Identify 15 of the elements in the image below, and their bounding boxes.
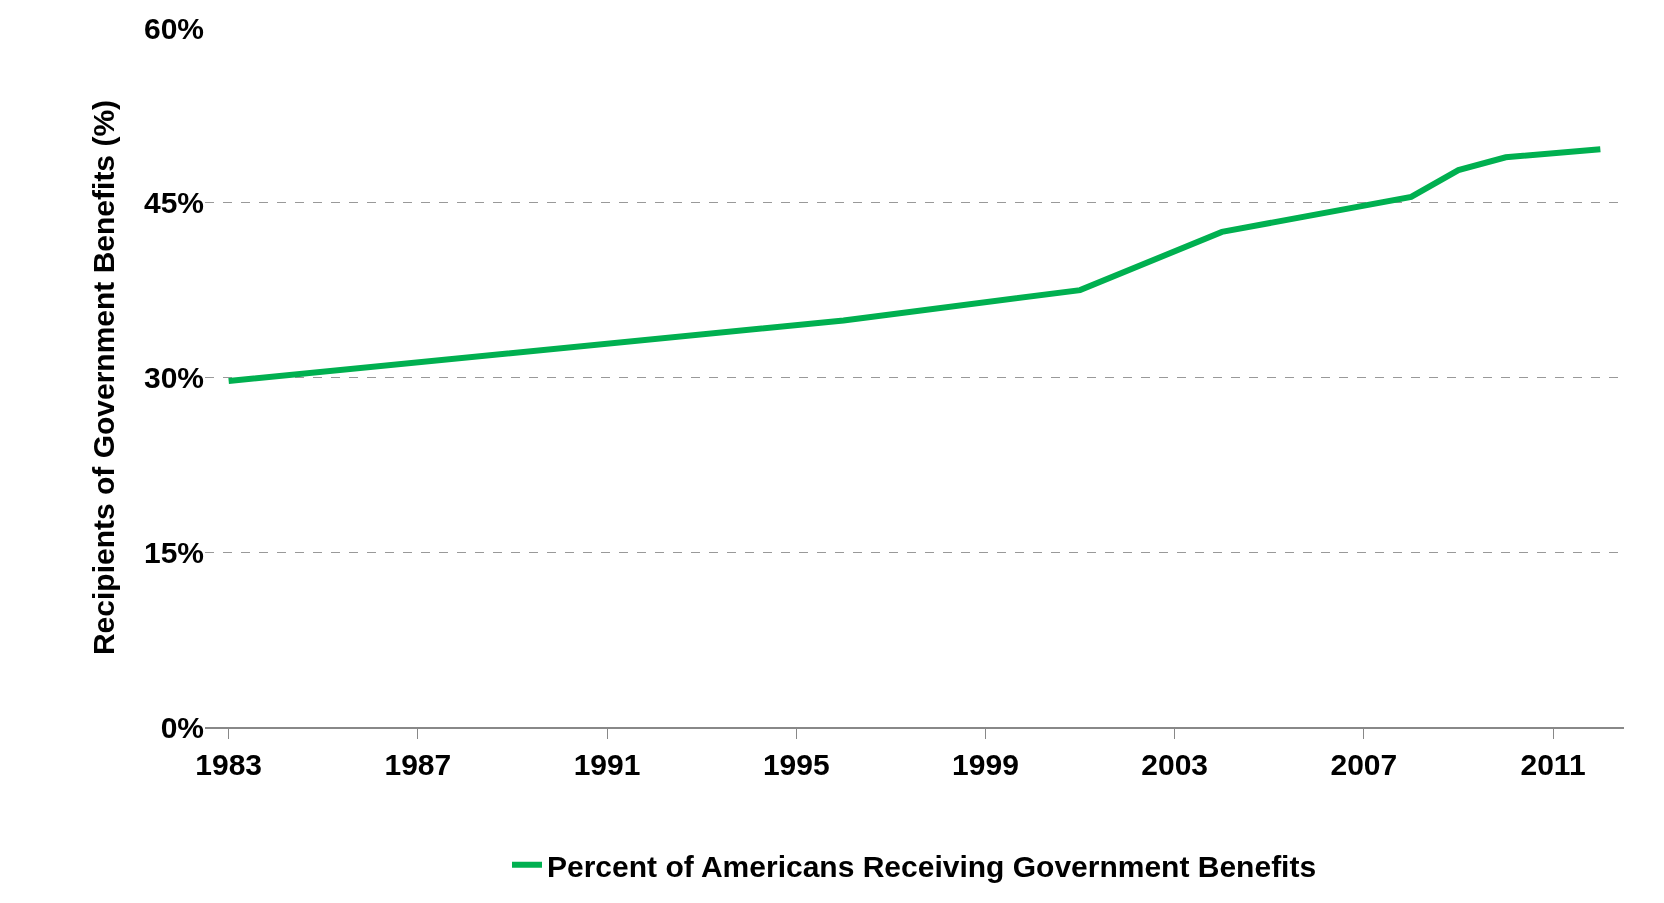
x-tick-label: 1995 <box>762 747 830 781</box>
x-tick-label: 2007 <box>1330 747 1398 781</box>
y-tick-label: 60% <box>143 11 204 45</box>
x-tick-label: 1983 <box>195 747 263 781</box>
legend-label: Percent of Americans Receiving Government Benefits <box>547 849 1317 883</box>
y-axis-title: Recipients of Government Benefits (%) <box>86 99 120 656</box>
x-tick-label: 1991 <box>573 747 641 781</box>
y-tick-label: 30% <box>143 361 204 394</box>
x-tick-label: 2003 <box>1141 747 1209 781</box>
x-tick-label: 1987 <box>384 747 452 781</box>
y-tick-label: 0% <box>160 710 204 744</box>
y-tick-label: 15% <box>143 535 204 569</box>
x-tick-label: 2011 <box>1520 747 1586 781</box>
x-tick-label: 1999 <box>952 747 1019 781</box>
y-tick-label: 45% <box>143 186 204 220</box>
